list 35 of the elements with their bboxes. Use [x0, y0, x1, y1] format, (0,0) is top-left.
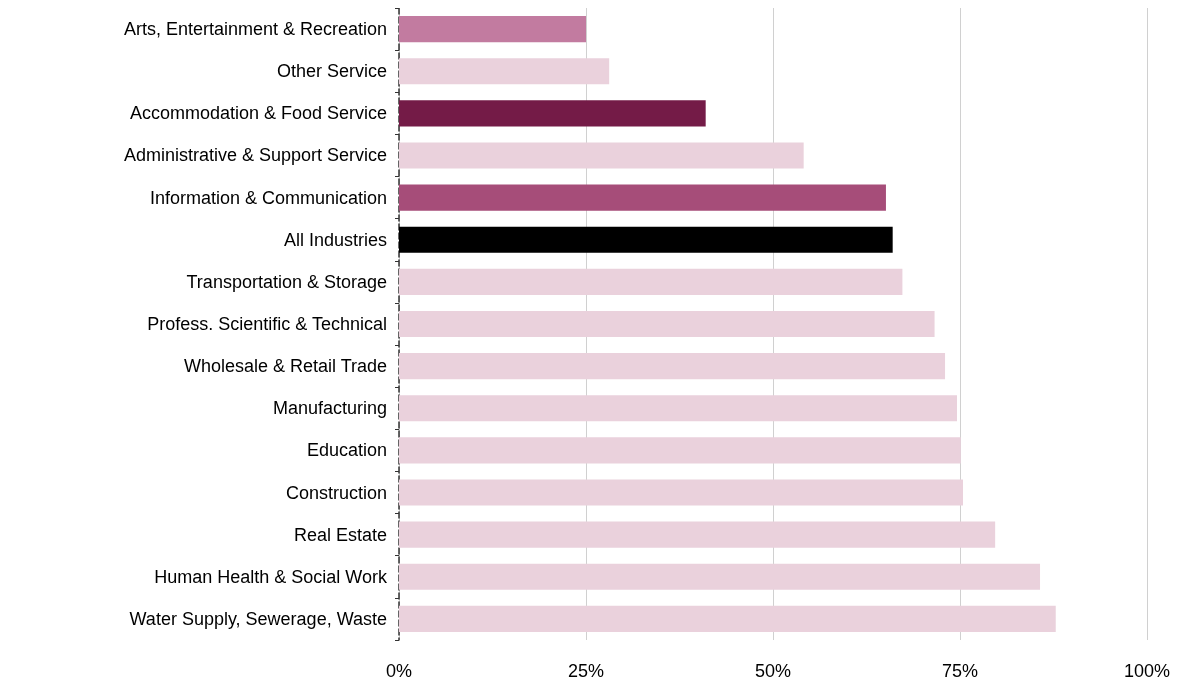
- bar: [399, 353, 946, 380]
- bar: [399, 16, 586, 43]
- bar: [399, 605, 1056, 632]
- bar: [399, 437, 961, 464]
- x-tick-label: 75%: [941, 661, 979, 681]
- bar: [399, 563, 1041, 590]
- y-tick-label: Information & Communication: [149, 187, 387, 208]
- x-tick-label: 50%: [754, 661, 792, 681]
- bar: [399, 268, 903, 295]
- y-tick-label: Education: [306, 440, 387, 461]
- bar: [399, 58, 610, 85]
- y-tick-label: Manufacturing: [272, 398, 387, 419]
- bar: [399, 479, 963, 506]
- bar: [399, 184, 886, 211]
- x-tick-label: 25%: [567, 661, 605, 681]
- bar: [399, 226, 893, 253]
- y-tick-label: All Industries: [283, 229, 387, 250]
- y-tick-label: Profess. Scientific & Technical: [147, 314, 387, 334]
- y-tick-label: Water Supply, Sewerage, Waste: [129, 608, 387, 629]
- y-tick-label: Administrative & Support Service: [123, 145, 387, 166]
- bar: [399, 395, 958, 422]
- y-tick-label: Transportation & Storage: [186, 271, 387, 292]
- y-tick-label: Other Service: [276, 61, 387, 82]
- y-tick-label: Human Health & Social Work: [154, 566, 388, 587]
- x-tick-label: 100%: [1123, 661, 1171, 681]
- x-tick-label: 0%: [385, 661, 413, 681]
- y-tick-label: Real Estate: [293, 524, 387, 545]
- y-tick-label: Accommodation & Food Service: [129, 103, 387, 124]
- bar: [399, 310, 935, 338]
- bar: [399, 521, 996, 548]
- y-tick-label: Wholesale & Retail Trade: [183, 356, 387, 377]
- bar: [399, 142, 804, 169]
- bar: [399, 100, 706, 127]
- y-tick-label: Construction: [285, 482, 387, 503]
- y-tick-label: Arts, Entertainment & Recreation: [123, 19, 387, 40]
